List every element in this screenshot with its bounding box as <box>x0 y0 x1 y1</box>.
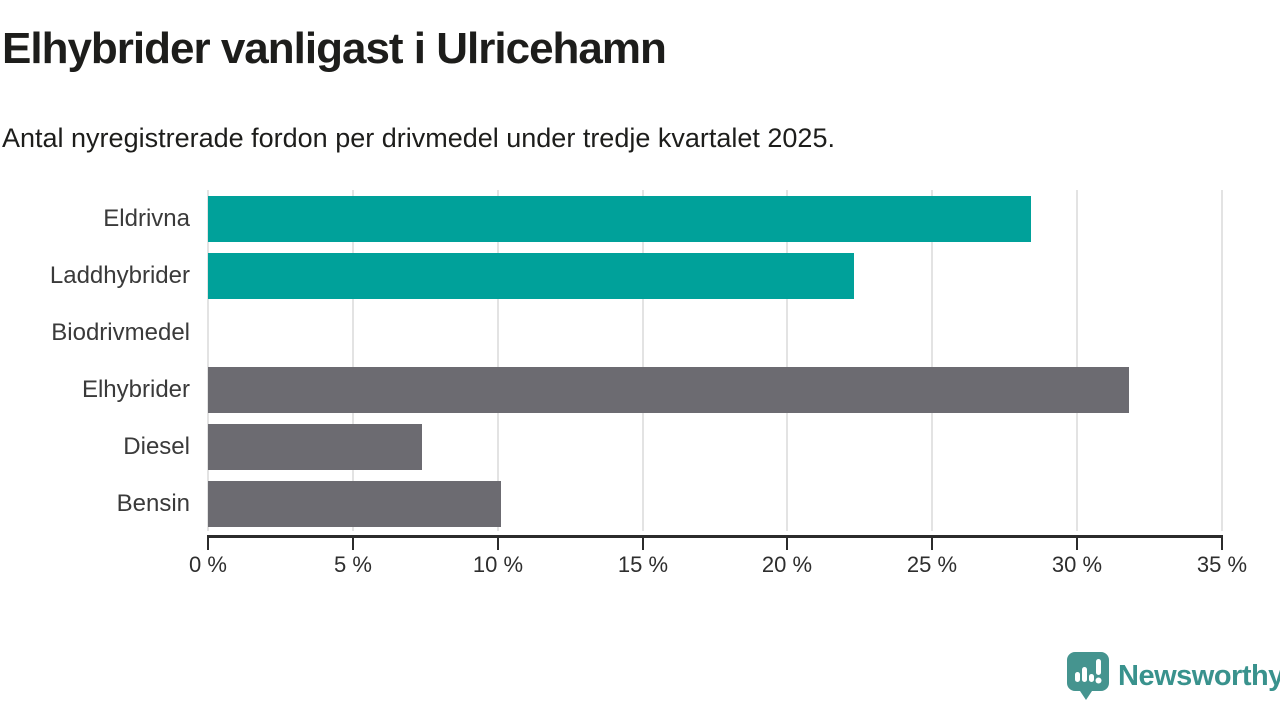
x-tick-label: 20 % <box>761 552 813 577</box>
gridline <box>931 190 933 531</box>
page-title: Elhybrider vanligast i Ulricehamn <box>2 24 667 73</box>
gridline <box>1221 190 1223 531</box>
x-tick-label: 30 % <box>1051 552 1103 577</box>
gridline <box>786 190 788 531</box>
x-tick-label: 5 % <box>334 552 372 577</box>
category-label: Eldrivna <box>103 204 190 232</box>
brand-name: Newsworthy <box>1118 659 1280 692</box>
x-axis-tick <box>1221 538 1223 550</box>
category-axis: Eldrivna Laddhybrider Biodrivmedel Elhybrid… <box>0 190 190 532</box>
category-label: Laddhybrider <box>49 261 190 289</box>
bar <box>208 253 854 299</box>
gridline <box>1076 190 1078 531</box>
x-axis-tick <box>1076 538 1078 550</box>
category-label: Diesel <box>123 432 190 460</box>
newsworthy-logo-icon <box>1067 652 1109 700</box>
x-axis-tick <box>642 538 644 550</box>
bar <box>208 424 422 470</box>
x-axis-line <box>207 535 1223 538</box>
plot-area: 0 % 5 % 10 % 15 % 20 % 25 % 30 % 35 % <box>189 190 1247 577</box>
category-label: Biodrivmedel <box>51 318 190 346</box>
x-axis-tick <box>207 538 209 550</box>
brand-logo: Newsworthy <box>1066 650 1280 702</box>
x-axis-tick <box>786 538 788 550</box>
x-tick-label: 25 % <box>906 552 958 577</box>
x-axis-tick <box>352 538 354 550</box>
x-tick-label: 0 % <box>189 552 227 577</box>
bar <box>208 367 1129 413</box>
bar-chart: Eldrivna Laddhybrider Biodrivmedel Elhybrid… <box>0 190 1280 590</box>
category-label: Bensin <box>116 489 190 517</box>
page-subtitle: Antal nyregistrerade fordon per drivmede… <box>2 123 835 153</box>
gridline <box>497 190 499 531</box>
x-tick-label: 35 % <box>1196 552 1248 577</box>
gridline <box>642 190 644 531</box>
x-axis-tick <box>931 538 933 550</box>
bar <box>208 481 501 527</box>
category-label: Elhybrider <box>81 375 190 403</box>
x-tick-label: 15 % <box>617 552 669 577</box>
gridline <box>207 190 209 531</box>
x-axis-tick <box>497 538 499 550</box>
bar <box>208 196 1031 242</box>
gridline <box>352 190 354 531</box>
x-tick-label: 10 % <box>472 552 524 577</box>
